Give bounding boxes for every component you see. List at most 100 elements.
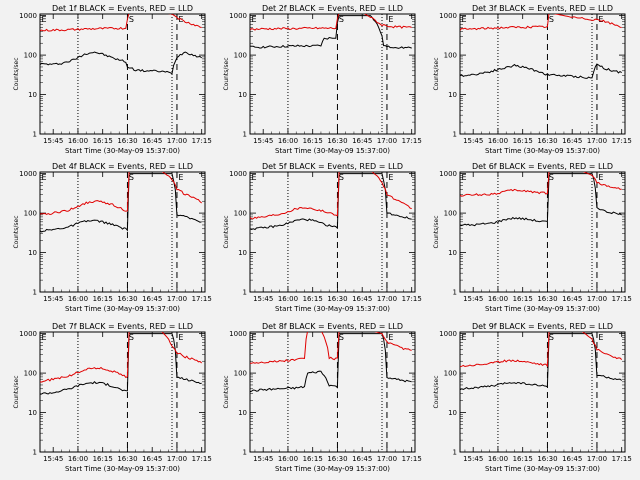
end-marker-label: E: [598, 173, 603, 182]
x-axis-label: Start Time (30-May-09 15:37:00): [65, 147, 180, 155]
y-tick-label: 1: [453, 289, 457, 297]
y-tick-label: 1: [33, 449, 37, 457]
x-tick-label: 16:15: [93, 137, 113, 145]
x-tick-label: 16:30: [537, 137, 557, 145]
x-tick-label: 16:00: [278, 295, 298, 303]
x-tick-label: 17:00: [167, 455, 187, 463]
y-tick-label: 10: [238, 409, 247, 417]
end-marker-label: E: [388, 173, 393, 182]
x-tick-label: 15:45: [253, 295, 273, 303]
series-events-line: [460, 333, 623, 391]
panel-title: Det 5f BLACK = Events, RED = LLD: [262, 162, 403, 171]
y-tick-label: 1: [33, 131, 37, 139]
plot-frame: [39, 171, 206, 293]
y-axis-label: Counts/sec: [433, 215, 440, 248]
y-axis-label: Counts/sec: [223, 375, 230, 408]
plot-frame: [249, 331, 416, 453]
x-tick-label: 15:45: [43, 137, 63, 145]
start-marker-label: S: [339, 173, 344, 182]
y-axis-label: Counts/sec: [13, 215, 20, 248]
start-marker-label: S: [549, 173, 554, 182]
series-events-line: [250, 333, 412, 393]
panel-title: Det 9f BLACK = Events, RED = LLD: [472, 322, 613, 331]
x-tick-label: 17:00: [377, 455, 397, 463]
panel-8: Det 8f BLACK = Events, RED = LLD Counts/s…: [223, 322, 422, 473]
y-tick-label: 100: [444, 52, 457, 60]
y-tick-label: 1000: [19, 170, 37, 178]
y-tick-label: 100: [24, 52, 37, 60]
x-tick-label: 15:45: [253, 455, 273, 463]
x-tick-label: 16:00: [488, 137, 508, 145]
x-axis-label: Start Time (30-May-09 15:37:00): [275, 465, 390, 473]
y-tick-label: 10: [448, 91, 457, 99]
y-tick-label: 100: [234, 52, 247, 60]
x-tick-label: 16:45: [352, 137, 372, 145]
panel-title: Det 7f BLACK = Events, RED = LLD: [52, 322, 193, 331]
y-tick-label: 10: [448, 409, 457, 417]
x-tick-label: 17:15: [612, 455, 632, 463]
end-marker-label-left: E: [41, 173, 46, 182]
panel-4: Det 4f BLACK = Events, RED = LLD Counts/s…: [13, 162, 212, 313]
x-tick-label: 17:00: [377, 295, 397, 303]
end-marker-label: E: [178, 15, 183, 24]
x-tick-label: 16:45: [142, 455, 162, 463]
panel-title: Det 6f BLACK = Events, RED = LLD: [472, 162, 613, 171]
x-axis-label: Start Time (30-May-09 15:37:00): [275, 147, 390, 155]
x-tick-label: 16:45: [142, 137, 162, 145]
end-marker-label: E: [178, 173, 183, 182]
start-marker-label: S: [339, 333, 344, 342]
x-tick-label: 17:15: [402, 137, 422, 145]
start-marker-label: S: [129, 173, 134, 182]
x-tick-label: 16:30: [117, 455, 137, 463]
y-tick-label: 10: [238, 249, 247, 257]
x-tick-label: 17:00: [587, 137, 607, 145]
end-marker-label-left: E: [251, 15, 256, 24]
end-marker-label: E: [388, 333, 393, 342]
y-tick-label: 10: [28, 249, 37, 257]
x-tick-label: 16:15: [303, 295, 323, 303]
panel-1: Det 1f BLACK = Events, RED = LLD Counts/s…: [13, 4, 212, 155]
end-marker-label-left: E: [461, 173, 466, 182]
x-axis-label: Start Time (30-May-09 15:37:00): [65, 465, 180, 473]
y-tick-label: 10: [28, 409, 37, 417]
y-tick-label: 1: [453, 449, 457, 457]
plot-frame: [459, 13, 626, 135]
end-marker-label: E: [388, 15, 393, 24]
y-tick-label: 1000: [229, 330, 247, 338]
series-lld-line: [250, 332, 412, 364]
panel-3: Det 3f BLACK = Events, RED = LLD Counts/s…: [433, 4, 632, 155]
series-lld-line: [460, 332, 623, 368]
x-tick-label: 15:45: [463, 455, 483, 463]
x-tick-label: 16:30: [327, 295, 347, 303]
end-marker-label-left: E: [461, 333, 466, 342]
x-tick-label: 16:00: [68, 137, 88, 145]
x-axis-label: Start Time (30-May-09 15:37:00): [275, 305, 390, 313]
end-marker-label-left: E: [41, 333, 46, 342]
y-tick-label: 1: [453, 131, 457, 139]
plot-frame: [249, 13, 416, 135]
y-tick-label: 1000: [439, 170, 457, 178]
x-tick-label: 17:00: [587, 295, 607, 303]
x-tick-label: 15:45: [43, 455, 63, 463]
x-tick-label: 16:45: [562, 455, 582, 463]
series-lld-line: [460, 172, 622, 197]
x-axis-label: Start Time (30-May-09 15:37:00): [485, 147, 600, 155]
x-tick-label: 17:00: [167, 295, 187, 303]
y-tick-label: 1: [243, 449, 247, 457]
x-tick-label: 16:45: [142, 295, 162, 303]
series-events-line: [40, 173, 202, 233]
y-tick-label: 100: [444, 370, 457, 378]
y-tick-label: 100: [24, 210, 37, 218]
x-tick-label: 17:15: [192, 137, 212, 145]
y-tick-label: 1000: [229, 12, 247, 20]
x-tick-label: 17:15: [192, 295, 212, 303]
end-marker-label-left: E: [461, 15, 466, 24]
plot-frame: [39, 331, 206, 453]
x-tick-label: 16:00: [488, 455, 508, 463]
panel-5: Det 5f BLACK = Events, RED = LLD Counts/s…: [223, 162, 422, 313]
x-tick-label: 16:30: [537, 455, 557, 463]
x-tick-label: 15:45: [43, 295, 63, 303]
x-tick-label: 16:00: [68, 455, 88, 463]
y-tick-label: 10: [448, 249, 457, 257]
y-axis-label: Counts/sec: [433, 57, 440, 90]
